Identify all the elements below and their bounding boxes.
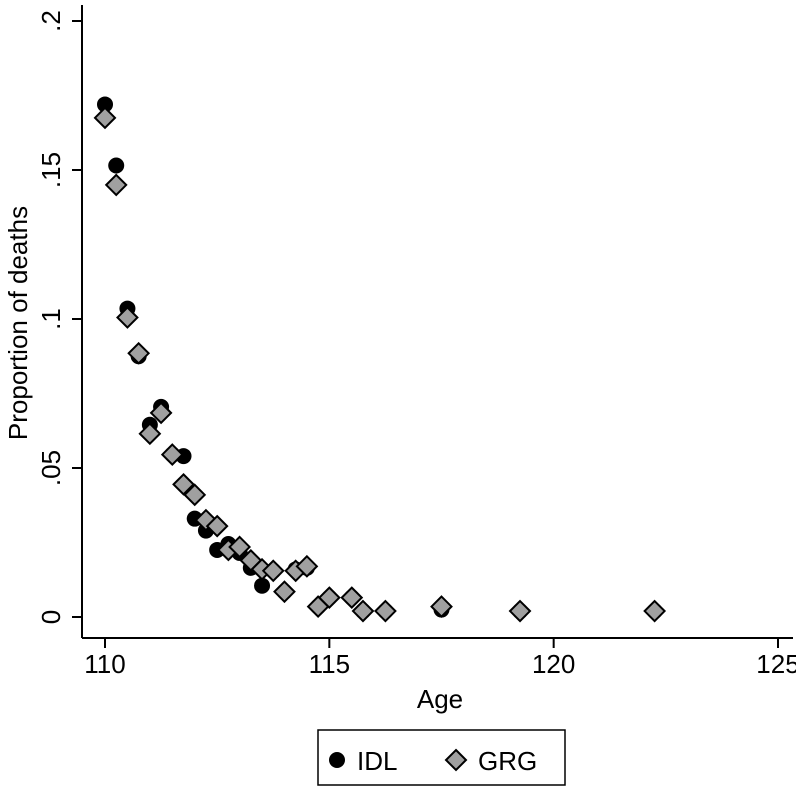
y-axis: 0 .05 .1 .15 .2 — [36, 10, 82, 624]
x-axis: 110 115 120 125 — [84, 638, 796, 679]
data-point-grg — [508, 599, 532, 623]
y-tick-label: .2 — [36, 10, 66, 32]
legend-box — [317, 729, 566, 786]
data-point-grg — [149, 401, 173, 425]
data-point-grg — [374, 599, 397, 623]
data-point-grg — [295, 554, 319, 578]
data-point-grg — [116, 306, 139, 329]
data-point-grg — [351, 599, 375, 623]
data-point-grg — [430, 595, 453, 618]
data-point-grg — [273, 580, 296, 604]
y-tick-label: 0 — [36, 610, 66, 624]
data-point-grg — [228, 535, 252, 559]
y-tick-label: .15 — [36, 152, 66, 188]
series-grg — [93, 106, 667, 623]
series-idl — [97, 96, 663, 620]
data-point-grg — [93, 106, 117, 130]
data-point-grg — [160, 443, 184, 467]
data-point-grg — [643, 599, 667, 623]
data-point-grg — [127, 341, 151, 365]
legend-label-grg: GRG — [478, 746, 537, 776]
data-point-idl — [254, 577, 271, 594]
x-tick-label: 125 — [756, 649, 796, 679]
data-point-grg — [183, 483, 207, 507]
legend: IDL GRG — [317, 729, 566, 786]
legend-label-idl: IDL — [357, 746, 397, 776]
y-tick-label: .1 — [36, 308, 66, 330]
plot-frame — [81, 5, 793, 639]
legend-marker-idl — [329, 752, 345, 768]
x-tick-label: 115 — [309, 649, 350, 679]
x-axis-title: Age — [417, 684, 463, 714]
x-tick-label: 120 — [532, 649, 575, 679]
series-layer — [93, 96, 667, 623]
data-point-grg — [172, 472, 195, 496]
data-point-grg — [104, 173, 128, 197]
data-point-grg — [205, 514, 229, 538]
data-point-idl — [97, 96, 113, 113]
data-point-idl — [108, 157, 125, 174]
data-point-grg — [138, 422, 162, 446]
legend-marker-grg — [444, 748, 468, 772]
y-axis-title: Proportion of deaths — [3, 206, 33, 440]
data-point-grg — [317, 586, 341, 610]
x-tick-label: 110 — [84, 649, 125, 679]
data-point-grg — [261, 559, 285, 583]
data-point-grg — [340, 586, 364, 610]
data-point-grg — [239, 548, 263, 572]
y-tick-label: .05 — [36, 450, 66, 486]
